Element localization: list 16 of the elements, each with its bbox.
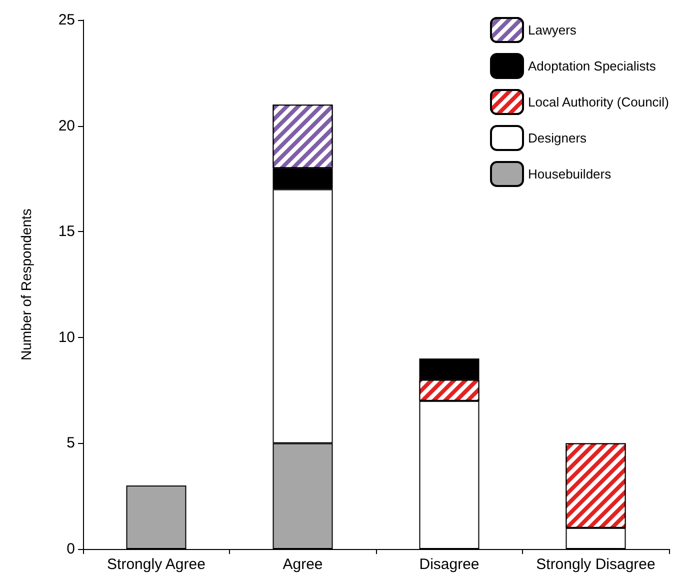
x-tick-label: Disagree: [419, 556, 480, 573]
y-tick-label: 25: [58, 12, 75, 28]
legend-label: Lawyers: [528, 22, 577, 38]
y-tick-label: 15: [58, 223, 75, 240]
y-tick-label: 5: [66, 434, 75, 452]
y-tick-label: 10: [58, 328, 75, 346]
y-tick-label: 20: [58, 117, 75, 134]
y-tick-label: 0: [66, 540, 75, 558]
legend-label: Adoptation Specialists: [528, 58, 656, 74]
x-tick-label: Strongly Disagree: [536, 556, 656, 573]
y-axis-title: Number of Respondents: [18, 208, 34, 360]
legend-label: Local Authority (Council): [528, 94, 669, 110]
legend-label: Housebuilders: [528, 166, 612, 182]
x-tick-label: Agree: [282, 556, 323, 573]
legend-label: Designers: [528, 130, 588, 146]
x-tick-label: Strongly Agree: [107, 556, 206, 573]
